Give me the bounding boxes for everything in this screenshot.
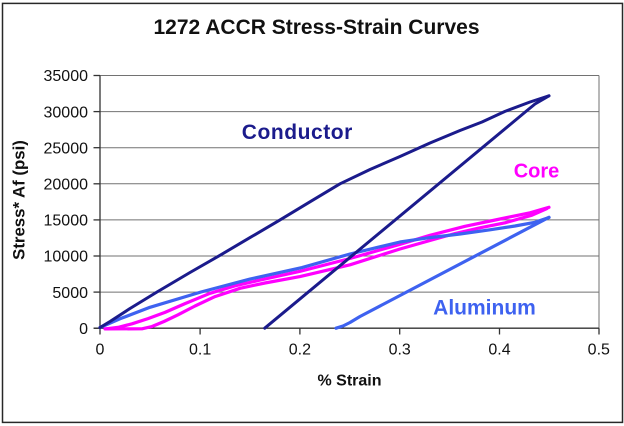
svg-text:Conductor: Conductor: [242, 121, 353, 144]
svg-text:35000: 35000: [44, 68, 89, 85]
svg-text:5000: 5000: [52, 285, 88, 302]
svg-text:0.3: 0.3: [389, 342, 411, 359]
svg-text:% Strain: % Strain: [317, 373, 381, 390]
svg-text:0.1: 0.1: [189, 342, 211, 359]
svg-text:Stress* Af (psi): Stress* Af (psi): [10, 140, 29, 260]
svg-text:1272 ACCR Stress-Strain Curves: 1272 ACCR Stress-Strain Curves: [153, 16, 479, 39]
svg-text:Core: Core: [514, 161, 560, 183]
svg-text:30000: 30000: [44, 104, 89, 121]
svg-text:0: 0: [79, 321, 88, 338]
svg-text:0.4: 0.4: [488, 342, 510, 359]
svg-text:Aluminum: Aluminum: [433, 297, 536, 320]
svg-text:25000: 25000: [44, 140, 89, 157]
svg-text:15000: 15000: [44, 213, 89, 230]
svg-text:0.5: 0.5: [588, 342, 610, 359]
svg-text:0: 0: [96, 342, 105, 359]
svg-text:10000: 10000: [44, 249, 89, 266]
svg-text:20000: 20000: [44, 177, 89, 194]
svg-text:0.2: 0.2: [289, 342, 311, 359]
